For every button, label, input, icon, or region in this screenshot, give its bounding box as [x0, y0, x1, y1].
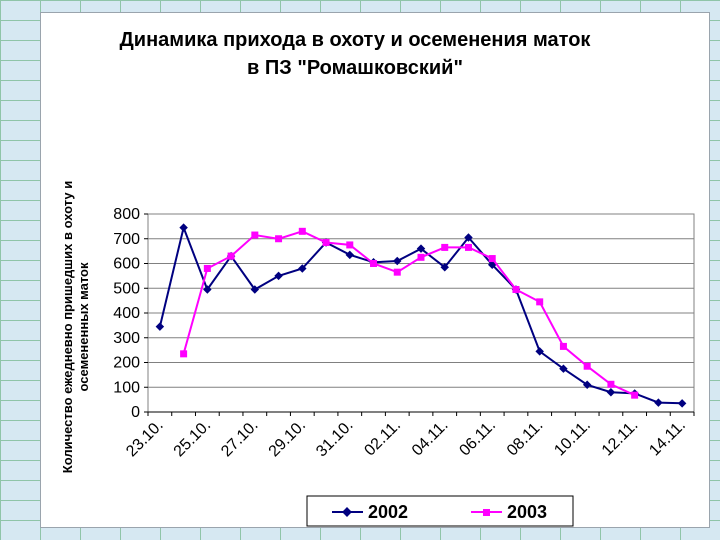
data-point [583, 362, 591, 370]
data-point [417, 253, 425, 261]
data-point [488, 255, 496, 263]
x-tick-label: 04.11. [409, 417, 452, 460]
x-tick-label: 25.10. [171, 417, 214, 460]
data-point [322, 238, 330, 246]
x-tick-label: 12.11. [599, 417, 642, 460]
data-point [607, 380, 615, 388]
data-point [677, 399, 687, 408]
data-point [393, 268, 401, 276]
data-point [631, 391, 639, 399]
chart-title-line-1: Динамика прихода в охоту и осеменения ма… [120, 29, 592, 51]
y-tick-label: 500 [113, 280, 140, 297]
x-tick-label: 31.10. [313, 417, 356, 460]
data-point [606, 387, 616, 397]
data-point [512, 285, 520, 293]
legend-marker-2003 [483, 509, 490, 516]
legend: 2002 2003 [306, 495, 574, 527]
data-point [464, 243, 472, 251]
data-point [155, 322, 165, 331]
series-2002 [155, 223, 687, 408]
x-tick-label: 23.10. [123, 417, 166, 460]
y-tick-label: 100 [113, 379, 140, 396]
x-tick-label: 14.11. [646, 417, 689, 460]
series-2003 [180, 227, 639, 399]
grid-lines [148, 238, 694, 388]
x-axis-ticks: 23.10. 25.10. 27.10. 29.10. 31.10. 02.11. 04.1… [123, 411, 695, 460]
y-tick-label: 600 [113, 256, 140, 273]
data-point [203, 285, 212, 294]
series-layer [155, 223, 687, 408]
x-tick-label: 06.11. [456, 417, 499, 460]
x-tick-label: 08.11. [504, 417, 547, 460]
data-point [274, 271, 283, 281]
y-tick-label: 400 [113, 305, 140, 322]
data-point [535, 347, 544, 356]
x-tick-label: 29.10. [266, 417, 309, 460]
data-point [346, 241, 354, 249]
chart-title: Динамика прихода в охоту и осеменения ма… [120, 29, 592, 79]
y-tick-label: 300 [113, 330, 140, 347]
data-point [251, 231, 259, 239]
y-tick-label: 0 [131, 404, 140, 421]
data-point [393, 256, 402, 266]
data-point [179, 223, 188, 232]
data-point [370, 260, 378, 267]
legend-marker-2002 [342, 507, 352, 517]
y-tick-label: 200 [113, 355, 140, 372]
data-point [180, 350, 188, 358]
x-tick-label: 02.11. [361, 417, 404, 460]
chart-title-line-2: в ПЗ "Ромашковский" [247, 57, 463, 79]
data-point [203, 264, 211, 272]
data-point [275, 235, 283, 243]
x-tick-label: 27.10. [218, 417, 261, 460]
data-point [464, 233, 473, 242]
data-point [654, 398, 663, 407]
x-tick-label: 10.11. [551, 417, 594, 460]
data-point [536, 298, 544, 306]
chart-panel: Динамика прихода в охоту и осеменения ма… [40, 12, 710, 528]
data-point [227, 252, 235, 260]
data-point [298, 227, 306, 235]
y-tick-label: 800 [113, 206, 140, 223]
data-point [559, 364, 568, 373]
y-axis-label: Количество ежедневно пришедших в охоту и… [60, 181, 91, 473]
y-axis-ticks: 0 100 200 300 400 500 600 700 800 [113, 206, 148, 421]
data-point [345, 250, 355, 260]
series-line-2003 [182, 230, 636, 397]
y-tick-label: 700 [113, 231, 140, 248]
line-chart: Динамика прихода в охоту и осеменения ма… [60, 29, 695, 527]
data-point [582, 380, 592, 390]
data-point [441, 243, 449, 251]
data-point [440, 262, 449, 272]
legend-label-2002: 2002 [368, 502, 408, 522]
y-axis-label-line-1: Количество ежедневно пришедших в охоту и [60, 181, 75, 473]
data-point [559, 342, 567, 350]
data-point [416, 244, 426, 253]
y-axis-label-line-2: осемененных маток [76, 262, 91, 391]
legend-label-2003: 2003 [507, 502, 547, 522]
data-point [298, 264, 307, 273]
data-point [250, 285, 260, 294]
